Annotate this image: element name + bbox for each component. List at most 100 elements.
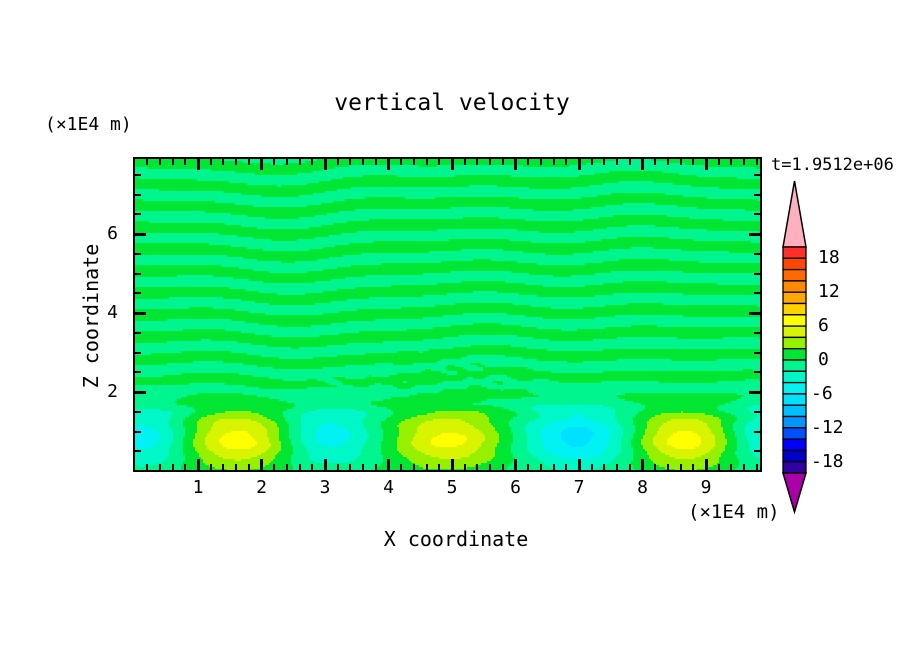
x-minor-tick	[349, 464, 352, 470]
x-minor-tick	[539, 159, 542, 165]
y-tick-label: 4	[107, 302, 118, 323]
x-minor-tick	[590, 159, 593, 165]
x-minor-tick	[501, 159, 504, 165]
x-minor-tick	[654, 464, 657, 470]
y-minor-tick	[754, 173, 760, 176]
y-minor-tick	[135, 272, 141, 275]
x-minor-tick	[552, 159, 555, 165]
x-minor-tick	[400, 159, 403, 165]
colorbar-segment	[782, 280, 807, 293]
y-minor-tick	[135, 173, 141, 176]
x-minor-tick	[603, 159, 606, 165]
x-axis-title: X coordinate	[383, 527, 529, 551]
colorbar-segment	[782, 415, 807, 429]
x-minor-tick	[146, 159, 149, 165]
x-minor-tick	[463, 159, 466, 165]
x-minor-tick	[171, 159, 174, 165]
y-major-tick	[749, 390, 760, 394]
x-minor-tick	[603, 464, 606, 470]
x-major-tick	[641, 459, 644, 470]
colorbar-segment	[782, 257, 807, 271]
x-major-tick	[196, 159, 200, 170]
y-minor-tick	[754, 371, 760, 374]
x-minor-tick	[463, 464, 466, 470]
x-minor-tick	[666, 464, 669, 470]
y-minor-tick	[135, 292, 141, 295]
y-minor-tick	[754, 450, 760, 453]
x-minor-tick	[311, 159, 314, 165]
x-minor-tick	[616, 159, 619, 165]
colorbar-label: -6	[811, 382, 833, 404]
x-tick-label: 4	[383, 477, 394, 498]
y-major-tick	[749, 311, 760, 315]
x-minor-tick	[336, 464, 339, 470]
colorbar-label: 0	[818, 349, 829, 370]
colorbar-segment	[782, 302, 807, 316]
x-minor-tick	[235, 159, 238, 165]
x-minor-tick	[412, 464, 415, 470]
x-minor-tick	[247, 159, 250, 165]
x-major-tick	[260, 159, 263, 170]
x-minor-tick	[539, 464, 542, 470]
x-minor-tick	[412, 159, 415, 165]
x-minor-tick	[743, 159, 746, 165]
x-minor-tick	[362, 159, 365, 165]
y-minor-tick	[135, 351, 141, 354]
x-minor-tick	[743, 464, 746, 470]
colorbar-segment	[782, 370, 807, 384]
x-minor-tick	[222, 159, 225, 165]
x-major-tick	[323, 159, 327, 170]
x-tick-label: 1	[192, 477, 204, 498]
colorbar-label: 18	[818, 247, 840, 269]
x-minor-tick	[209, 159, 212, 165]
y-minor-tick	[754, 193, 760, 196]
x-minor-tick	[616, 464, 619, 470]
x-minor-tick	[476, 159, 479, 165]
y-axis-unit-label: (×1E4 m)	[45, 114, 132, 135]
x-major-tick	[387, 159, 390, 170]
x-minor-tick	[184, 464, 187, 470]
x-tick-label: 6	[510, 477, 521, 498]
x-minor-tick	[476, 464, 479, 470]
y-major-tick	[135, 311, 146, 315]
x-major-tick	[514, 459, 517, 470]
x-tick-label: 2	[256, 477, 267, 498]
x-minor-tick	[438, 464, 441, 470]
x-minor-tick	[158, 159, 161, 165]
colorbar-label: 12	[818, 281, 840, 303]
x-minor-tick	[552, 464, 555, 470]
x-minor-tick	[717, 464, 720, 470]
x-axis-unit-label: (×1E4 m)	[688, 501, 780, 523]
x-minor-tick	[755, 159, 758, 165]
x-minor-tick	[730, 159, 733, 165]
y-minor-tick	[754, 252, 760, 255]
x-minor-tick	[400, 464, 403, 470]
colorbar-segment	[782, 449, 807, 463]
x-minor-tick	[489, 464, 492, 470]
colorbar-segment	[782, 314, 807, 327]
x-major-tick	[704, 159, 708, 170]
x-minor-tick	[374, 464, 377, 470]
x-tick-label: 5	[446, 477, 458, 498]
x-major-tick	[450, 159, 454, 170]
y-minor-tick	[135, 410, 141, 413]
colorbar-segment	[782, 381, 807, 395]
colorbar-label: -18	[811, 450, 844, 472]
y-minor-tick	[135, 430, 141, 433]
x-minor-tick	[755, 464, 758, 470]
x-major-tick	[514, 159, 517, 170]
x-minor-tick	[209, 464, 212, 470]
chart-title: vertical velocity	[334, 90, 570, 116]
x-minor-tick	[222, 464, 225, 470]
x-major-tick	[196, 459, 200, 470]
x-minor-tick	[717, 159, 720, 165]
y-minor-tick	[135, 331, 141, 334]
x-major-tick	[260, 459, 263, 470]
y-minor-tick	[754, 272, 760, 275]
x-minor-tick	[349, 159, 352, 165]
x-major-tick	[577, 159, 581, 170]
x-minor-tick	[247, 464, 250, 470]
x-minor-tick	[273, 159, 276, 165]
plot-frame	[133, 157, 762, 472]
